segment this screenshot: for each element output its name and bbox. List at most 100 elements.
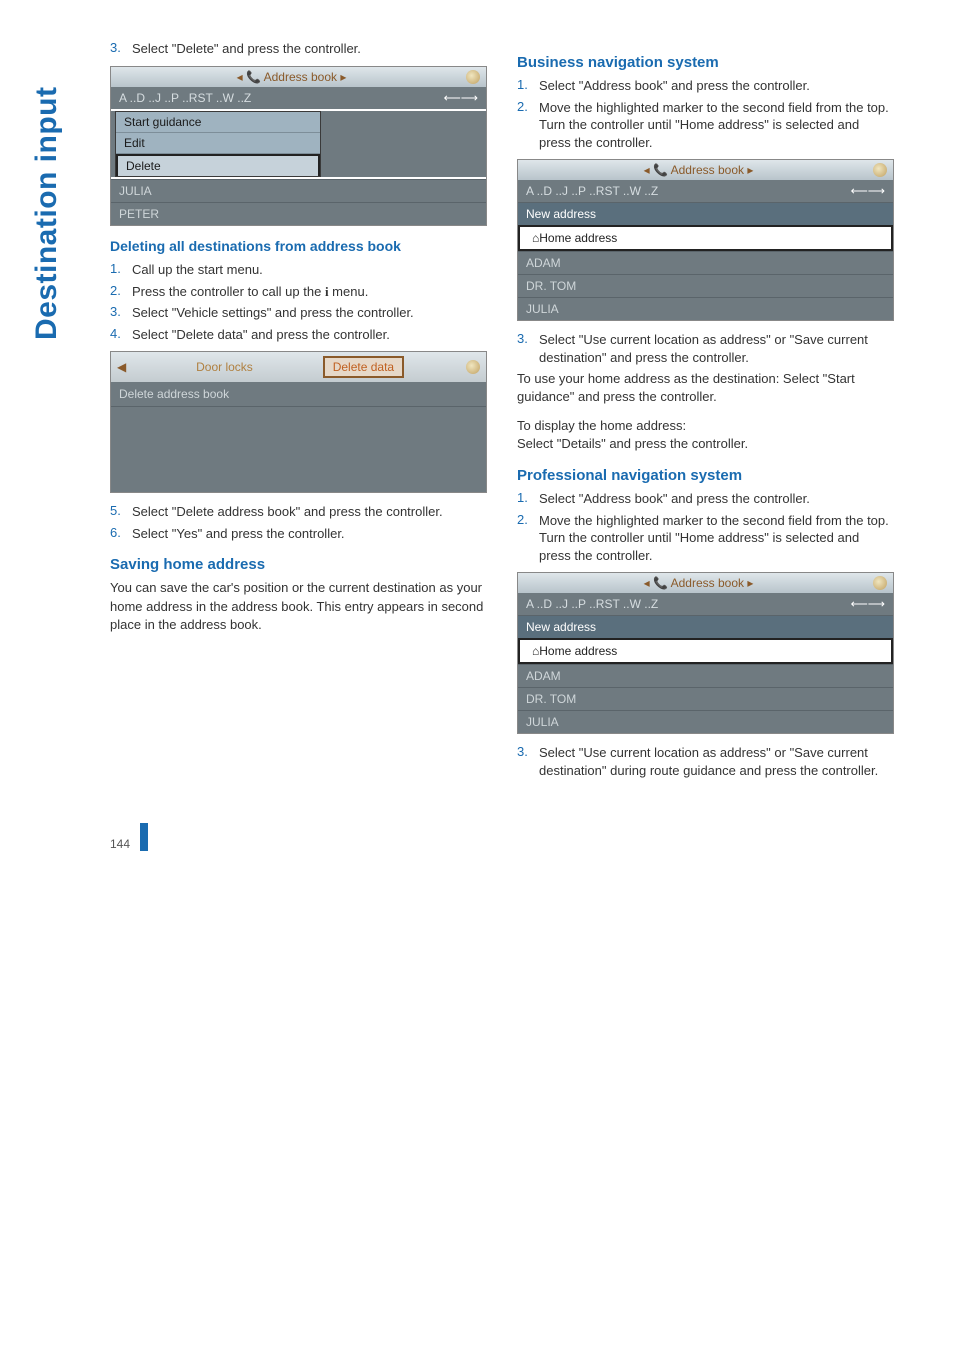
page-number: 144 (110, 823, 894, 851)
back-icon: ⟵⟶ (444, 91, 478, 105)
tab-delete-data-selected: Delete data (323, 356, 404, 378)
list-item: JULIA (518, 297, 893, 320)
alpha-bar: A ..D ..J ..P ..RST ..W ..Z ⟵⟶ (518, 593, 893, 615)
settings-row: Delete address book (111, 382, 486, 407)
status-icon (466, 360, 480, 374)
alpha-bar: A ..D ..J ..P ..RST ..W ..Z ⟵⟶ (518, 180, 893, 202)
step-number: 3. (110, 304, 132, 322)
alpha-text: A ..D ..J ..P ..RST ..W ..Z (119, 91, 251, 105)
list-item: JULIA (518, 710, 893, 733)
back-icon: ⟵⟶ (851, 597, 885, 611)
step-number: 2. (517, 99, 539, 152)
step-number: 1. (110, 261, 132, 279)
nav-header: ◂ 📞 Address book ▸ (518, 160, 893, 180)
alpha-text: A ..D ..J ..P ..RST ..W ..Z (526, 597, 658, 611)
left-column: 3. Select "Delete" and press the control… (110, 40, 487, 783)
nav-header: ◂ 📞 Address book ▸ (111, 67, 486, 87)
list-item-selected: ⌂Home address (518, 638, 893, 664)
step-text: Select "Yes" and press the controller. (132, 525, 487, 543)
alpha-bar: A ..D ..J ..P ..RST ..W ..Z ⟵⟶ (111, 87, 486, 109)
save-home-body: You can save the car's position or the c… (110, 579, 487, 634)
page-number-text: 144 (110, 837, 130, 851)
context-menu-area: Start guidance Edit Delete (111, 111, 486, 177)
step: 1. Call up the start menu. (110, 261, 487, 279)
list-item: JULIA (111, 179, 486, 202)
tab-door-locks: Door locks (188, 358, 261, 376)
step-select-delete: 3. Select "Delete" and press the control… (110, 40, 487, 58)
nav-title: ◂ 📞 Address book ▸ (524, 576, 873, 590)
chevron-left-icon: ◀ (117, 360, 126, 374)
step-text: Move the highlighted marker to the secon… (539, 512, 894, 565)
step-text: Select "Use current location as address"… (539, 331, 894, 366)
list-item: DR. TOM (518, 274, 893, 297)
address-book-screen-home-business: ◂ 📞 Address book ▸ A ..D ..J ..P ..RST .… (517, 159, 894, 321)
list-item-label: ⌂Home address (532, 644, 617, 658)
list-item: New address (518, 202, 893, 225)
address-book-screen-home-professional: ◂ 📞 Address book ▸ A ..D ..J ..P ..RST .… (517, 572, 894, 734)
step-number: 2. (517, 512, 539, 565)
step-number: 3. (517, 744, 539, 779)
step-text: Move the highlighted marker to the secon… (539, 99, 894, 152)
step-number: 5. (110, 503, 132, 521)
settings-tabs: ◀ Door locks Delete data (111, 352, 486, 382)
settings-body: Delete address book (111, 382, 486, 492)
step: 3. Select "Use current location as addre… (517, 744, 894, 779)
nav-title: ◂ 📞 Address book ▸ (117, 70, 466, 84)
step: 2. Press the controller to call up the i… (110, 283, 487, 301)
section-side-label: Destination input (30, 87, 64, 340)
step-text: Select "Use current location as address"… (539, 744, 894, 779)
vehicle-settings-screen: ◀ Door locks Delete data Delete address … (110, 351, 487, 493)
menu-item: Edit (116, 133, 320, 154)
list-item: New address (518, 615, 893, 638)
step-text-post: menu. (329, 284, 369, 299)
list-item: ADAM (518, 664, 893, 687)
body-use-home: To use your home address as the destinat… (517, 370, 894, 406)
list-item: PETER (111, 202, 486, 225)
status-icon (873, 576, 887, 590)
step-number: 1. (517, 77, 539, 95)
step: 2. Move the highlighted marker to the se… (517, 512, 894, 565)
step-number: 1. (517, 490, 539, 508)
heading-professional-nav: Professional navigation system (517, 467, 894, 484)
step-text: Select "Address book" and press the cont… (539, 490, 894, 508)
status-icon (873, 163, 887, 177)
step-text-pre: Press the controller to call up the (132, 284, 325, 299)
step: 3. Select "Use current location as addre… (517, 331, 894, 366)
nav-title: ◂ 📞 Address book ▸ (524, 163, 873, 177)
back-icon: ⟵⟶ (851, 184, 885, 198)
step-text: Select "Delete data" and press the contr… (132, 326, 487, 344)
menu-item-selected: Delete (116, 154, 320, 176)
list-item: ADAM (518, 251, 893, 274)
heading-business-nav: Business navigation system (517, 54, 894, 71)
nav-header: ◂ 📞 Address book ▸ (518, 573, 893, 593)
status-icon (466, 70, 480, 84)
step-text: Select "Delete address book" and press t… (132, 503, 487, 521)
step-number: 4. (110, 326, 132, 344)
address-book-screen-delete-menu: ◂ 📞 Address book ▸ A ..D ..J ..P ..RST .… (110, 66, 487, 226)
context-menu: Start guidance Edit Delete (115, 111, 321, 177)
list-item: DR. TOM (518, 687, 893, 710)
step: 1. Select "Address book" and press the c… (517, 77, 894, 95)
heading-save-home: Saving home address (110, 556, 487, 573)
step: 2. Move the highlighted marker to the se… (517, 99, 894, 152)
step-text: Select "Vehicle settings" and press the … (132, 304, 487, 322)
step-text: Select "Address book" and press the cont… (539, 77, 894, 95)
page-number-bar (140, 823, 148, 851)
step: 6. Select "Yes" and press the controller… (110, 525, 487, 543)
step-number: 2. (110, 283, 132, 301)
step-number: 3. (517, 331, 539, 366)
step: 3. Select "Vehicle settings" and press t… (110, 304, 487, 322)
step-text: Press the controller to call up the i me… (132, 283, 487, 301)
step-text: Select "Delete" and press the controller… (132, 40, 487, 58)
step-number: 3. (110, 40, 132, 58)
menu-item: Start guidance (116, 112, 320, 133)
list-item-label: ⌂Home address (532, 231, 617, 245)
right-column: Business navigation system 1. Select "Ad… (517, 40, 894, 783)
page-body: 3. Select "Delete" and press the control… (110, 40, 894, 783)
step-number: 6. (110, 525, 132, 543)
step: 5. Select "Delete address book" and pres… (110, 503, 487, 521)
step: 4. Select "Delete data" and press the co… (110, 326, 487, 344)
heading-delete-all: Deleting all destinations from address b… (110, 238, 487, 256)
body-display-home: To display the home address: Select "Det… (517, 417, 894, 453)
step: 1. Select "Address book" and press the c… (517, 490, 894, 508)
